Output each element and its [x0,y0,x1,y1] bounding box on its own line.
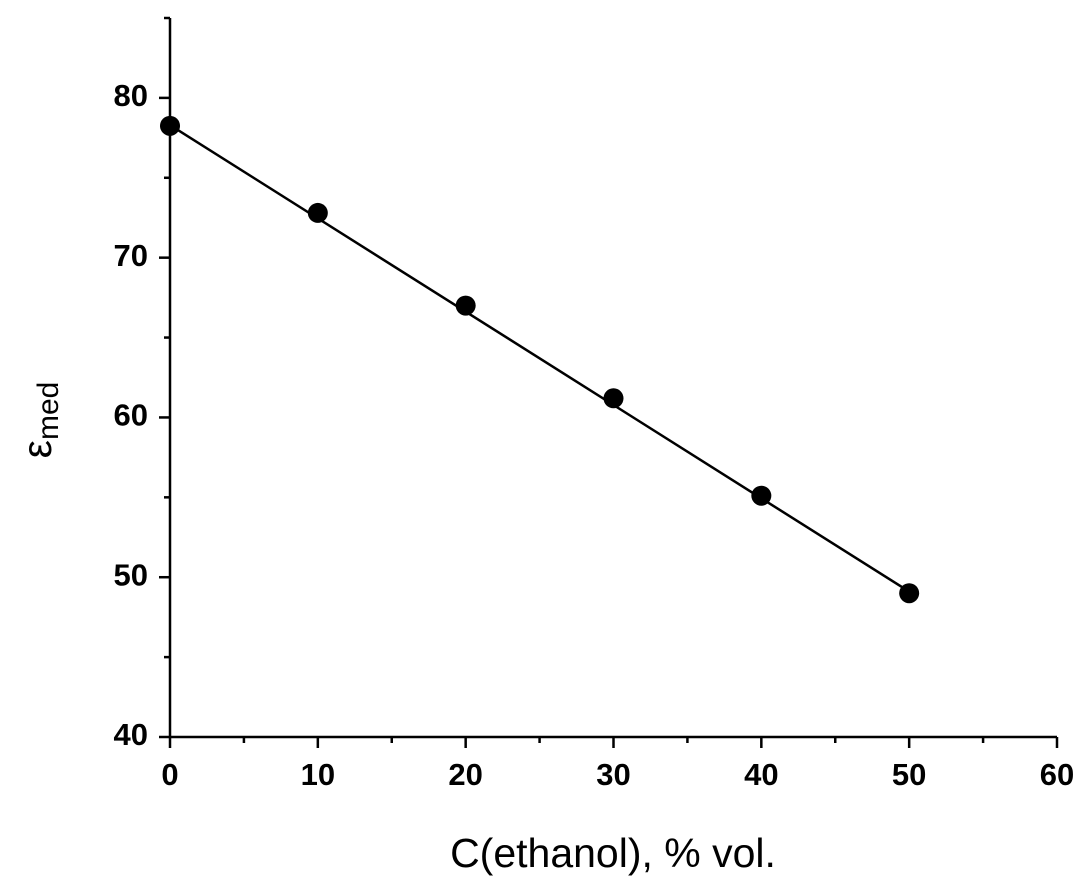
point [603,388,624,409]
x-tick-label: 0 [161,757,178,792]
x-tick-label: 40 [744,757,778,792]
point [899,583,920,604]
point [455,295,476,316]
point [307,202,328,223]
point [751,485,772,506]
fit-line [169,123,910,593]
y-axis-label-subscript: med [32,382,65,440]
y-tick-label: 80 [114,78,148,113]
x-tick-label: 30 [596,757,630,792]
y-tick-label: 40 [114,717,148,752]
y-tick-label: 50 [114,557,148,592]
x-tick-label: 60 [1040,757,1074,792]
x-tick-label: 50 [892,757,926,792]
y-tick-label: 60 [114,398,148,433]
point [160,115,180,136]
y-axis-label: εmed [14,382,65,459]
x-axis-label: C(ethanol), % vol. [450,830,776,876]
y-tick-label: 70 [114,238,148,273]
y-axis-label-symbol: ε [14,440,60,458]
x-tick-label: 10 [301,757,335,792]
x-tick-label: 20 [448,757,482,792]
